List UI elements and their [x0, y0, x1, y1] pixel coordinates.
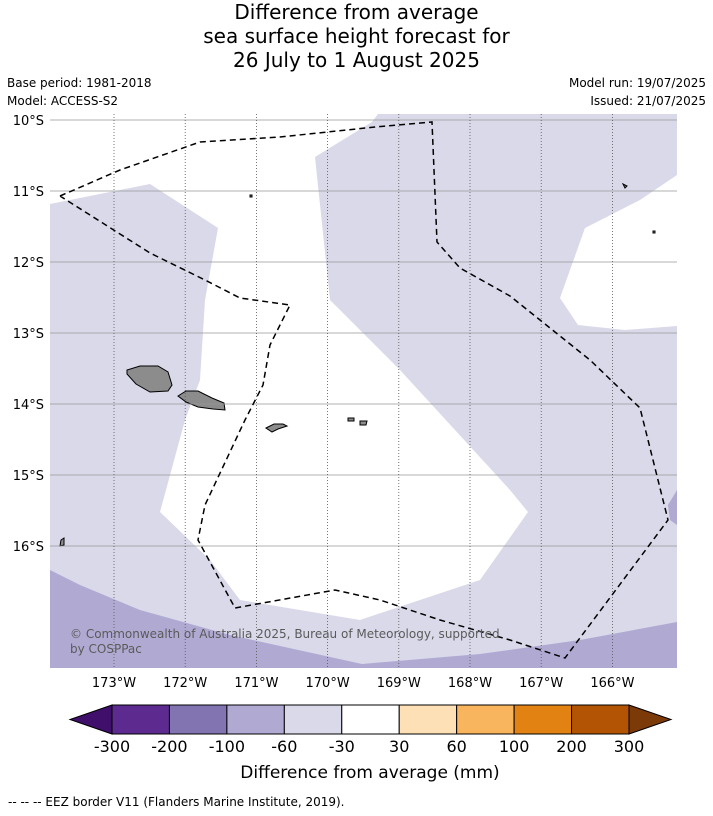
map-gridlines: [50, 114, 677, 668]
colorbar-tick-label: 100: [499, 737, 530, 756]
colorbar-segment: [513, 704, 573, 735]
anomaly-region-near-average-west: [50, 114, 528, 620]
latitude-label: 12°S: [13, 256, 44, 271]
island-tutuila: [265, 423, 289, 433]
model-name: Model: ACCESS-S2: [7, 94, 119, 108]
island-small-west: [59, 537, 65, 547]
latitude-label: 15°S: [13, 469, 44, 484]
latitude-label: 11°S: [13, 185, 44, 200]
title-line-1: Difference from average: [234, 0, 479, 24]
colorbar-tick-label: -300: [94, 737, 130, 756]
colorbar-segment: [571, 704, 630, 735]
island-swains-small: [249, 194, 253, 198]
legend-title: Difference from average (mm): [240, 763, 499, 783]
eez-border-samoa: [59, 121, 669, 659]
longitude-label: 171°W: [234, 676, 278, 691]
colorbar-extend-low: [68, 704, 113, 735]
colorbar-segment: [111, 704, 170, 735]
base-period: Base period: 1981-2018: [7, 76, 152, 90]
colorbar-segment: [341, 704, 400, 735]
island-small-east: [621, 182, 628, 189]
colorbar-tick-label: 300: [614, 737, 645, 756]
copyright-line-2: by COSPPac: [70, 642, 142, 656]
anomaly-region-near-average-east: [560, 175, 677, 330]
footnote-eez: -- -- -- EEZ border V11 (Flanders Marine…: [8, 795, 345, 809]
latitude-label: 10°S: [13, 114, 44, 129]
longitude-labels: 173°W 172°W 171°W 170°W 169°W 168°W 167°W 166°W: [92, 676, 635, 691]
colorbar-tick-label: 200: [556, 737, 587, 756]
model-run: Model run: 19/07/2025: [568, 76, 706, 90]
colorbar-extend-high: [628, 704, 673, 735]
issued-date: Issued: 21/07/2025: [590, 94, 706, 108]
colorbar-segment: [398, 704, 458, 735]
chart-title: Difference from average sea surface heig…: [0, 0, 713, 72]
colorbar-tick-label: -30: [329, 737, 355, 756]
colorbar-tick-label: 60: [446, 737, 466, 756]
longitude-label: 167°W: [519, 676, 563, 691]
meta-left: Base period: 1981-2018 Model: ACCESS-S2: [7, 74, 152, 110]
colorbar-segment: [283, 704, 343, 735]
longitude-label: 168°W: [448, 676, 492, 691]
meta-right: Model run: 19/07/2025 Issued: 21/07/2025: [569, 74, 706, 110]
colorbar-segment: [168, 704, 228, 735]
copyright-line-1: © Commonwealth of Australia 2025, Bureau…: [70, 627, 500, 641]
anomaly-region-strong-negative: [50, 570, 677, 668]
colorbar-tick-label: -60: [271, 737, 297, 756]
island-small-east-2: [652, 230, 656, 234]
island-savaii: [126, 365, 173, 393]
map-plot-area: [50, 114, 677, 668]
anomaly-region-strong-negative-east: [668, 490, 677, 525]
title-line-2: sea surface height forecast for: [203, 24, 510, 48]
island-manua: [347, 417, 368, 426]
longitude-label: 170°W: [306, 676, 350, 691]
legend-colorbar: -300 -200 -100 -60 -30 30 60 100 200 300: [68, 704, 673, 756]
latitude-label: 14°S: [13, 398, 44, 413]
longitude-label: 172°W: [163, 676, 207, 691]
colorbar-segment: [226, 704, 285, 735]
longitude-label: 169°W: [377, 676, 421, 691]
colorbar-tick-label: -200: [151, 737, 187, 756]
title-line-3: 26 July to 1 August 2025: [233, 48, 480, 72]
latitude-label: 16°S: [13, 540, 44, 555]
longitude-label: 173°W: [92, 676, 136, 691]
latitude-labels: 10°S 11°S 12°S 13°S 14°S 15°S 16°S: [13, 114, 44, 555]
island-upolu: [177, 390, 226, 411]
latitude-label: 13°S: [13, 327, 44, 342]
colorbar-tick-label: -100: [209, 737, 245, 756]
colorbar-segment: [456, 704, 515, 735]
colorbar-tick-label: 30: [389, 737, 409, 756]
longitude-label: 166°W: [590, 676, 634, 691]
